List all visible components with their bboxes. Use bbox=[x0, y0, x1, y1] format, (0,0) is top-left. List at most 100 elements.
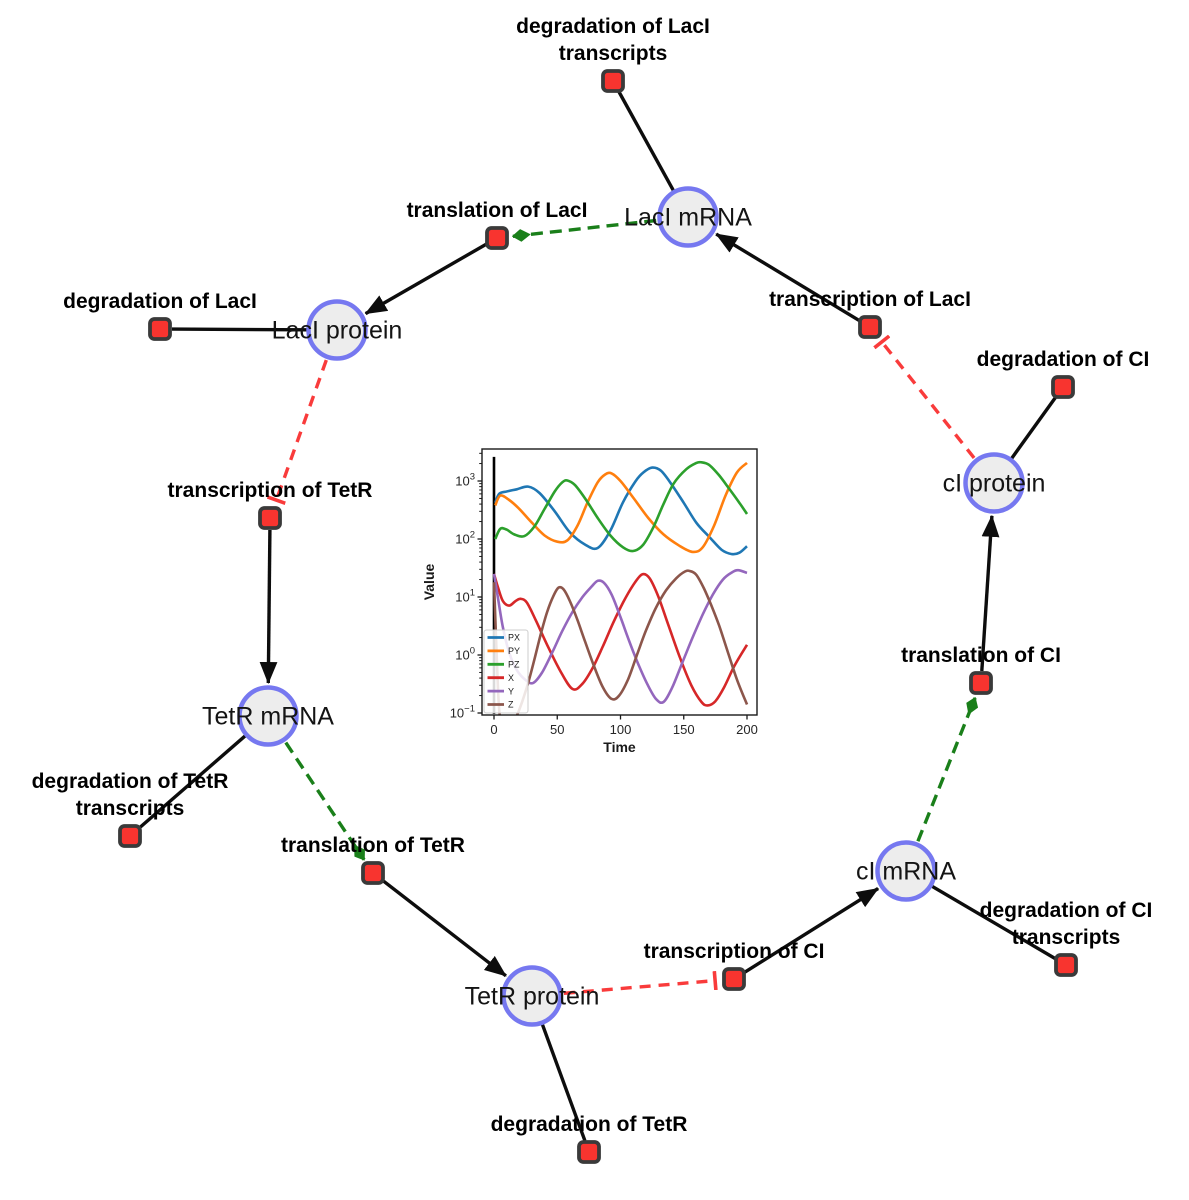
edge-reactant-ci-mrna-to-degradation-of-ci-transcripts bbox=[931, 884, 1057, 961]
series-line-py bbox=[494, 461, 748, 554]
edge-product-transcription-of-tetr-to-tetr-mrna bbox=[259, 529, 278, 685]
x-tick-label: 200 bbox=[736, 722, 758, 737]
edge-inhibitor-laci-protein-to-transcription-of-tetr bbox=[266, 359, 328, 505]
species-label-ci-protein: cI protein bbox=[943, 470, 1046, 498]
reaction-label-line: degradation of LacI bbox=[516, 15, 710, 38]
edge-product-translation-of-laci-to-laci-protein bbox=[364, 242, 488, 316]
reaction-node-translation-of-laci bbox=[485, 226, 509, 250]
edge-product-translation-of-ci-to-ci-protein bbox=[980, 514, 1000, 672]
edge-modifier-laci-mrna-to-translation-of-laci bbox=[511, 218, 657, 242]
edge-product-transcription-of-ci-to-ci-mrna bbox=[743, 887, 880, 975]
edge-inhibitor-ci-protein-to-transcription-of-laci bbox=[873, 334, 976, 459]
edge-reactant-laci-mrna-to-degradation-of-laci-transcripts bbox=[617, 90, 675, 192]
species-label-laci-protein: LacI protein bbox=[272, 317, 403, 345]
reaction-label-line: transcription of TetR bbox=[168, 479, 373, 502]
species-node-ci-protein bbox=[963, 452, 1025, 514]
reaction-label-line: translation of LacI bbox=[407, 199, 588, 222]
nodes-layer bbox=[118, 69, 1078, 1164]
reaction-label-transcription-of-ci: transcription of CI bbox=[644, 940, 825, 963]
species-label-tetr-protein: TetR protein bbox=[465, 983, 600, 1011]
reaction-label-translation-of-ci: translation of CI bbox=[901, 644, 1061, 667]
reaction-label-line: degradation of TetR bbox=[32, 770, 229, 793]
edge-reactant-laci-protein-to-degradation-of-laci bbox=[171, 327, 308, 332]
y-tick-label: 10−1 bbox=[450, 704, 475, 721]
series-line-x bbox=[492, 572, 749, 707]
reaction-label-line: degradation of LacI bbox=[63, 290, 257, 313]
species-node-laci-protein bbox=[306, 299, 368, 361]
y-tick-label: 102 bbox=[455, 530, 475, 547]
y-tick-label: 100 bbox=[455, 646, 475, 663]
edge-modifier-tetr-mrna-to-translation-of-tetr bbox=[284, 741, 366, 861]
edge-product-transcription-of-laci-to-laci-mrna bbox=[715, 232, 861, 323]
reaction-label-degradation-of-laci: degradation of LacI bbox=[63, 290, 257, 313]
x-axis-label: Time bbox=[603, 739, 636, 755]
chart-series-group bbox=[492, 460, 749, 715]
species-node-ci-mrna bbox=[875, 840, 937, 902]
legend-label-y: Y bbox=[508, 686, 514, 696]
y-tick-label: 101 bbox=[455, 588, 475, 605]
reaction-label-line: transcripts bbox=[559, 42, 668, 65]
legend-box bbox=[483, 629, 529, 714]
reaction-label-line: degradation of CI bbox=[977, 348, 1150, 371]
species-node-laci-mrna bbox=[657, 186, 719, 248]
reaction-label-degradation-of-laci-transcripts: degradation of LacI transcripts bbox=[516, 15, 710, 65]
x-tick-label: 100 bbox=[610, 722, 632, 737]
reaction-label-line: translation of CI bbox=[901, 644, 1061, 667]
x-tick-label: 0 bbox=[490, 722, 497, 737]
edge-modifier-ci-mrna-to-translation-of-ci bbox=[916, 696, 979, 842]
reaction-label-line: transcription of LacI bbox=[769, 288, 971, 311]
reaction-label-line: degradation of CI bbox=[980, 899, 1153, 922]
reaction-node-translation-of-tetr bbox=[361, 861, 385, 885]
species-label-ci-mrna: cI mRNA bbox=[856, 858, 956, 886]
series-line-px bbox=[494, 466, 748, 556]
edge-reactant-tetr-protein-to-degradation-of-tetr bbox=[540, 1023, 587, 1142]
legend-label-py: PY bbox=[508, 646, 520, 656]
reaction-label-line: degradation of TetR bbox=[491, 1113, 688, 1136]
x-tick-label: 50 bbox=[550, 722, 564, 737]
reaction-node-degradation-of-tetr-transcripts bbox=[118, 824, 142, 848]
species-node-tetr-mrna bbox=[237, 685, 299, 747]
reaction-node-degradation-of-ci-transcripts bbox=[1054, 953, 1078, 977]
inset-chart: 0 50 100 150 20010310210110010−1TimeValuePXP… bbox=[421, 435, 775, 764]
reaction-node-transcription-of-ci bbox=[722, 967, 746, 991]
reaction-label-line: transcripts bbox=[76, 797, 185, 820]
edge-reactant-tetr-mrna-to-degradation-of-tetr-transcripts bbox=[137, 734, 247, 830]
reaction-label-transcription-of-laci: transcription of LacI bbox=[769, 288, 971, 311]
chart-frame bbox=[481, 448, 758, 716]
reaction-label-translation-of-tetr: translation of TetR bbox=[281, 834, 465, 857]
reaction-node-degradation-of-laci bbox=[148, 317, 172, 341]
reaction-node-transcription-of-tetr bbox=[258, 506, 282, 530]
legend-label-pz: PZ bbox=[508, 660, 520, 670]
reaction-label-degradation-of-ci-transcripts: degradation of CI transcripts bbox=[980, 899, 1153, 949]
reaction-node-translation-of-ci bbox=[969, 671, 993, 695]
labels-layer: LacI mRNA LacI protein TetR mRNA TetR prote… bbox=[32, 15, 1153, 1136]
y-axis-label: Value bbox=[421, 564, 437, 601]
species-label-laci-mrna: LacI mRNA bbox=[624, 204, 752, 232]
y-tick-label: 103 bbox=[455, 472, 475, 489]
reaction-label-degradation-of-ci: degradation of CI bbox=[977, 348, 1150, 371]
reaction-node-degradation-of-tetr bbox=[577, 1140, 601, 1164]
legend-label-z: Z bbox=[508, 700, 514, 710]
series-line-pz bbox=[494, 460, 749, 553]
x-tick-label: 150 bbox=[673, 722, 695, 737]
reaction-label-degradation-of-tetr: degradation of TetR bbox=[491, 1113, 688, 1136]
chart-legend: PX PY PZ XYZ bbox=[483, 629, 529, 714]
inset-chart-background bbox=[425, 435, 775, 764]
reaction-label-transcription-of-tetr: transcription of TetR bbox=[168, 479, 373, 502]
reaction-label-translation-of-laci: translation of LacI bbox=[407, 199, 588, 222]
species-label-tetr-mrna: TetR mRNA bbox=[202, 703, 334, 731]
species-node-tetr-protein bbox=[501, 965, 563, 1027]
legend-label-x: X bbox=[508, 673, 514, 683]
reaction-label-degradation-of-tetr-transcripts: degradation of TetR transcripts bbox=[32, 770, 229, 820]
legend-label-px: PX bbox=[508, 633, 520, 643]
edge-product-translation-of-tetr-to-tetr-protein bbox=[381, 878, 507, 978]
edge-inhibitor-tetr-protein-to-transcription-of-ci bbox=[563, 970, 718, 995]
edge-reactant-ci-protein-to-degradation-of-ci bbox=[1010, 395, 1058, 460]
reaction-node-transcription-of-laci bbox=[858, 315, 882, 339]
edges-layer bbox=[137, 90, 1058, 1142]
reaction-label-line: transcription of CI bbox=[644, 940, 825, 963]
reaction-label-line: translation of TetR bbox=[281, 834, 465, 857]
reaction-node-degradation-of-ci bbox=[1051, 375, 1075, 399]
